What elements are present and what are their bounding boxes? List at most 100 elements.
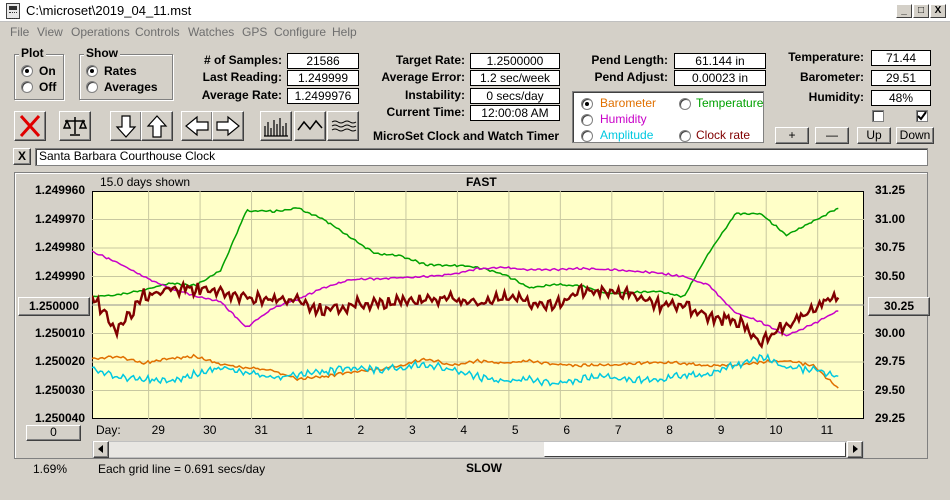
scroll-right-arrow[interactable] [847,441,863,458]
temperature-radio[interactable] [679,98,691,110]
app-icon[interactable] [6,3,20,19]
humidity-label: Humidity: [808,90,864,104]
pend-length-label: Pend Length: [591,53,668,67]
scroll-up-button[interactable] [141,111,173,141]
series-line-barometer [92,353,839,389]
right-y-tick: 29.25 [875,411,906,425]
instability-label: Instability: [404,88,465,102]
barometer-radio[interactable] [581,98,593,110]
temperature-label: Temperature: [788,50,864,64]
humidity-field: 48% [871,90,931,106]
minimize-button[interactable]: _ [896,4,912,18]
series-layer [92,207,840,389]
pend-length-field[interactable]: 61.144 in [674,53,766,69]
samples-label: # of Samples: [203,53,282,67]
scroll-right-button[interactable] [212,111,244,141]
average-rate-label: Average Rate: [201,88,282,102]
right-y-tick: 31.00 [875,211,906,226]
down-button[interactable]: Down [896,127,934,144]
average-rate-field: 1.2499976 [287,88,359,104]
right-y-tick: 31.25 [875,183,906,197]
right-y-tick: 30.50 [875,268,906,283]
checkmark-icon [917,111,927,121]
checkbox-2[interactable] [916,110,928,122]
x-tick-label: 31 [254,423,268,437]
amplitude-option-label: Amplitude [600,128,654,142]
time-scrollbar[interactable] [92,441,864,458]
zoom-out-button[interactable]: — [815,127,849,144]
up-button[interactable]: Up [857,127,891,144]
series-line-amplitude [92,353,839,387]
scroll-left-arrow[interactable] [93,441,109,458]
title-bar: C:\microset\2019_04_11.mst _ □ X [0,0,950,22]
clock-rate-radio[interactable] [679,130,691,142]
maximize-button[interactable]: □ [913,4,929,18]
x-tick-label: 10 [769,423,783,437]
wave-icon [297,119,323,131]
calibrate-button[interactable] [59,111,91,141]
humidity-option-label: Humidity [600,112,647,126]
series-line-humidity [92,250,839,337]
menu-operations[interactable]: Operations [71,25,130,39]
menu-controls[interactable]: Controls [135,25,180,39]
target-rate-field[interactable]: 1.2500000 [470,53,560,69]
multi-wave-button[interactable] [327,111,359,141]
scrollbar-thumb[interactable] [544,442,846,457]
show-averages-radio[interactable] [86,81,98,93]
x-tick-label: 11 [820,423,834,437]
close-button[interactable]: X [930,4,946,18]
plot-area [92,191,864,419]
left-y-tick: 1.249990 [34,268,85,283]
last-reading-field: 1.249999 [287,70,359,86]
plot-on-radio[interactable] [21,65,33,77]
plot-on-label: On [39,64,56,78]
triangle-left-icon [98,445,103,453]
window-title: C:\microset\2019_04_11.mst [26,3,192,18]
menu-file[interactable]: File [10,25,30,39]
show-rates-radio[interactable] [86,65,98,77]
x-tick-label: 1 [306,423,313,437]
left-y-tick: 1.250010 [34,325,85,340]
histogram-button[interactable] [260,111,292,141]
right-axis-center-button[interactable]: 30.25 [868,297,930,316]
arrow-up-icon [146,115,168,138]
show-averages-label: Averages [104,80,158,94]
left-y-tick: 1.249960 [34,183,85,197]
series-selector: Barometer Temperature Humidity Amplitude… [572,91,764,143]
x-tick-label: 30 [203,423,217,437]
checkbox-1[interactable] [872,110,884,122]
left-y-tick: 1.250040 [34,411,85,425]
menu-gps[interactable]: GPS [242,25,268,39]
humidity-radio[interactable] [581,114,593,126]
last-reading-label: Last Reading: [202,70,282,84]
menu-view[interactable]: View [37,25,63,39]
pend-adjust-field: 0.00023 in [674,70,766,86]
x-tick-label: 7 [614,423,622,437]
clear-clock-name-button[interactable]: X [13,148,31,165]
amplitude-radio[interactable] [581,130,593,142]
right-y-tick: 30.00 [875,325,906,340]
x-tick-label: 29 [151,423,165,437]
cancel-icon [19,114,41,138]
zoom-in-button[interactable]: + [775,127,809,144]
x-tick-label: 9 [717,423,725,437]
zero-button[interactable]: 0 [26,425,81,441]
temperature-option-label: Temperature [696,96,764,110]
scroll-down-button[interactable] [110,111,142,141]
arrow-down-icon [115,115,137,138]
left-y-tick: 1.249970 [34,211,85,226]
menu-configure[interactable]: Configure [274,25,327,39]
x-tick-label: 6 [563,423,571,437]
scroll-left-button[interactable] [181,111,213,141]
clock-rate-option-label: Clock rate [696,128,751,142]
show-group-label: Show [84,46,120,60]
show-rates-label: Rates [104,64,137,78]
left-axis-center-button[interactable]: 1.250000 [18,297,90,316]
plot-off-radio[interactable] [21,81,33,93]
menu-help[interactable]: Help [332,25,357,39]
cancel-button[interactable] [14,111,46,141]
menu-watches[interactable]: Watches [188,25,235,39]
average-error-field: 1.2 sec/week [470,70,560,86]
wave-button[interactable] [294,111,326,141]
clock-name-input[interactable]: Santa Barbara Courthouse Clock [35,148,928,166]
